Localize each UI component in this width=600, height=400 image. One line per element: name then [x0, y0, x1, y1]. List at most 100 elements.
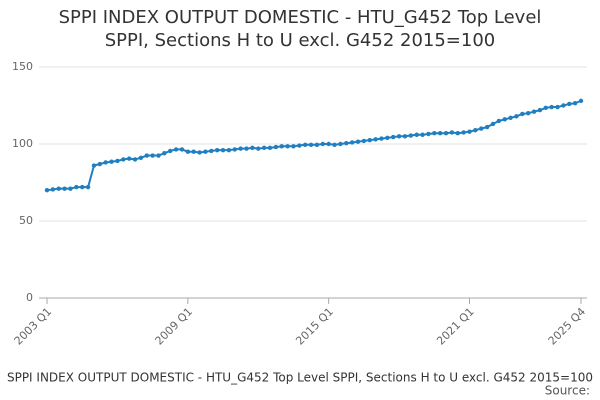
- data-point: [537, 107, 543, 113]
- data-point: [520, 111, 525, 117]
- data-point: [373, 137, 378, 142]
- data-point: [578, 98, 584, 104]
- x-tick-label: 2025 Q4: [546, 305, 589, 348]
- data-point: [115, 158, 120, 164]
- data-point: [414, 132, 419, 137]
- data-point: [391, 134, 396, 140]
- data-point: [479, 126, 484, 131]
- data-point: [50, 187, 56, 192]
- data-point: [379, 136, 384, 141]
- data-point: [168, 148, 173, 154]
- data-point: [385, 135, 390, 141]
- x-tick-label: 2003 Q1: [12, 305, 55, 348]
- data-point: [467, 129, 472, 134]
- data-point: [250, 145, 255, 151]
- x-tick-label: 2015 Q1: [293, 305, 336, 348]
- data-point: [279, 144, 284, 149]
- data-point: [567, 101, 572, 107]
- y-tick-label: 0: [26, 291, 33, 304]
- data-point: [121, 157, 126, 162]
- data-point: [91, 163, 97, 168]
- data-point: [285, 144, 290, 149]
- data-point: [484, 124, 490, 130]
- data-point: [267, 145, 273, 151]
- data-point: [461, 130, 466, 135]
- series-line: [46, 99, 582, 192]
- data-point: [308, 142, 314, 147]
- data-point: [561, 103, 566, 108]
- data-point: [173, 147, 179, 152]
- data-point: [349, 140, 355, 145]
- data-point: [531, 109, 537, 114]
- y-tick-label: 150: [12, 60, 33, 73]
- data-point: [361, 138, 367, 144]
- data-point: [432, 131, 437, 136]
- data-point: [555, 104, 560, 110]
- data-point: [355, 139, 361, 144]
- data-point: [85, 184, 91, 190]
- data-point: [396, 134, 402, 139]
- data-point: [144, 153, 149, 158]
- data-point: [332, 142, 337, 147]
- data-point: [203, 149, 208, 154]
- data-point: [420, 132, 425, 137]
- data-point: [197, 150, 202, 155]
- legend-entry: SPPI INDEX OUTPUT DOMESTIC - HTU_G452 To…: [7, 371, 593, 385]
- data-point: [473, 127, 478, 133]
- data-point: [273, 144, 279, 150]
- data-point: [150, 153, 155, 158]
- data-point: [320, 141, 326, 147]
- data-point: [132, 157, 138, 162]
- chart-title: SPPI INDEX OUTPUT DOMESTIC - HTU_G452 To…: [58, 7, 542, 51]
- data-point: [402, 134, 408, 139]
- data-point: [244, 146, 249, 151]
- data-point: [126, 156, 132, 161]
- data-point: [68, 186, 73, 191]
- data-point: [138, 155, 144, 161]
- data-point: [232, 147, 237, 152]
- x-tick-label: 2009 Q1: [153, 305, 196, 348]
- data-point: [220, 147, 226, 153]
- data-point: [496, 118, 502, 124]
- y-tick-label: 50: [19, 214, 33, 227]
- x-tick-label: 2021 Q1: [434, 305, 477, 348]
- data-point: [367, 137, 372, 143]
- data-point: [56, 186, 61, 191]
- data-point: [549, 104, 554, 110]
- data-point: [179, 147, 185, 152]
- data-point: [302, 142, 308, 147]
- data-point: [74, 184, 79, 190]
- data-point: [238, 146, 243, 151]
- data-point: [44, 188, 50, 193]
- data-point: [449, 130, 455, 135]
- data-point: [256, 146, 261, 151]
- data-point: [162, 151, 167, 156]
- y-tick-label: 100: [12, 137, 33, 150]
- data-point: [261, 145, 267, 151]
- data-point: [80, 184, 85, 190]
- data-point: [297, 143, 302, 148]
- data-point: [209, 148, 214, 154]
- data-point: [437, 131, 443, 136]
- data-point: [455, 131, 460, 136]
- data-point: [109, 159, 114, 164]
- data-point: [338, 141, 343, 147]
- data-point: [543, 105, 548, 111]
- data-point: [185, 149, 191, 154]
- data-point: [191, 149, 196, 154]
- source: Source:: [545, 384, 590, 398]
- data-point: [443, 131, 449, 136]
- data-point: [572, 100, 578, 106]
- data-point: [408, 133, 414, 138]
- data-point: [97, 161, 103, 167]
- data-point: [426, 131, 431, 137]
- data-point: [156, 153, 161, 158]
- data-point: [502, 117, 507, 122]
- data-point: [344, 141, 349, 146]
- data-point: [103, 160, 108, 165]
- data-point: [514, 114, 519, 119]
- data-point: [214, 147, 220, 153]
- data-point: [490, 121, 496, 127]
